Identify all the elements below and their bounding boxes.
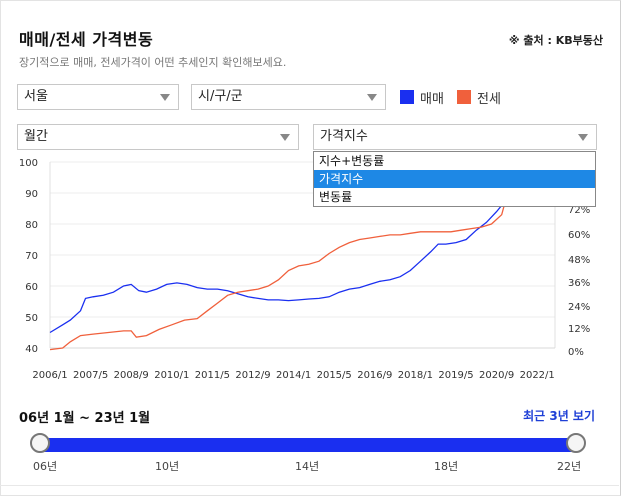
metric-option[interactable]: 변동률 [319, 190, 353, 204]
metric-option[interactable]: 지수+변동률 [319, 154, 385, 168]
recent-3-years-button[interactable]: 최근 3년 보기 [523, 409, 595, 423]
district-select-value: 시/구/군 [198, 89, 243, 104]
period-select[interactable]: 월간 [17, 124, 299, 150]
chevron-down-icon [367, 94, 377, 101]
x-tick-label: 2008/9 [114, 370, 149, 381]
x-tick-label: 2019/5 [438, 370, 473, 381]
legend-jeonse-label: 전세 [477, 92, 501, 107]
series-line-sale [49, 201, 505, 334]
y-tick-label: 50 [25, 313, 38, 324]
x-tick-label: 2015/5 [317, 370, 352, 381]
range-slider-track[interactable] [40, 438, 577, 452]
period-select-value: 월간 [24, 129, 48, 144]
source-note: ※ 출처 : KB부동산 [508, 34, 603, 47]
slider-tick-label: 22년 [557, 460, 582, 473]
range-label: 06년 1월 ~ 23년 1월 [19, 411, 151, 426]
subtitle: 장기적으로 매매, 전세가격이 어떤 추세인지 확인해보세요. [19, 56, 287, 69]
chevron-down-icon [280, 134, 290, 141]
x-tick-label: 2007/5 [73, 370, 108, 381]
divider [0, 485, 619, 486]
y2-tick-label: 12% [568, 324, 590, 335]
metric-option-selected[interactable]: 가격지수 [314, 170, 595, 188]
x-tick-label: 2018/1 [398, 370, 433, 381]
y2-tick-label: 36% [568, 278, 590, 289]
metric-dropdown-list: 지수+변동률 가격지수 변동률 [313, 151, 596, 207]
legend-sale-label: 매매 [420, 92, 444, 107]
x-tick-label: 2006/1 [32, 370, 67, 381]
range-slider-start-handle[interactable] [30, 433, 50, 453]
x-tick-label: 2016/9 [357, 370, 392, 381]
slider-tick-label: 06년 [33, 460, 58, 473]
y-tick-label: 70 [25, 251, 38, 262]
series-line-jeonse [49, 205, 505, 351]
price-index-chart: 100 90 80 70 60 50 40 72% 60% 48% 36% 24% 12% 0% 2006/… [19, 158, 590, 381]
y-tick-label: 40 [25, 344, 38, 355]
x-tick-label: 2022/1 [520, 370, 555, 381]
y2-tick-label: 60% [568, 230, 590, 241]
y-tick-label: 80 [25, 220, 38, 231]
region-select[interactable]: 서울 [17, 84, 179, 110]
x-tick-label: 2012/9 [235, 370, 270, 381]
district-select[interactable]: 시/구/군 [191, 84, 386, 110]
y-tick-label: 90 [25, 189, 38, 200]
x-tick-label: 2011/5 [195, 370, 230, 381]
y-tick-label: 100 [19, 158, 38, 169]
x-tick-label: 2010/1 [154, 370, 189, 381]
y-tick-label: 60 [25, 282, 38, 293]
chevron-down-icon [160, 94, 170, 101]
region-select-value: 서울 [24, 89, 48, 104]
slider-tick-label: 10년 [155, 460, 180, 473]
y2-tick-label: 0% [568, 347, 584, 358]
chevron-down-icon [578, 134, 588, 141]
range-slider-end-handle[interactable] [566, 433, 586, 453]
slider-tick-label: 14년 [295, 460, 320, 473]
y2-tick-label: 48% [568, 255, 590, 266]
legend-sale-swatch[interactable] [400, 90, 414, 104]
page-title: 매매/전세 가격변동 [19, 30, 154, 49]
metric-select-value: 가격지수 [320, 129, 368, 144]
legend-jeonse-swatch[interactable] [457, 90, 471, 104]
x-tick-label: 2014/1 [276, 370, 311, 381]
y2-tick-label: 72% [568, 205, 590, 216]
metric-select[interactable]: 가격지수 [313, 124, 597, 150]
slider-tick-label: 18년 [434, 460, 459, 473]
x-tick-label: 2020/9 [479, 370, 514, 381]
y2-tick-label: 24% [568, 302, 590, 313]
